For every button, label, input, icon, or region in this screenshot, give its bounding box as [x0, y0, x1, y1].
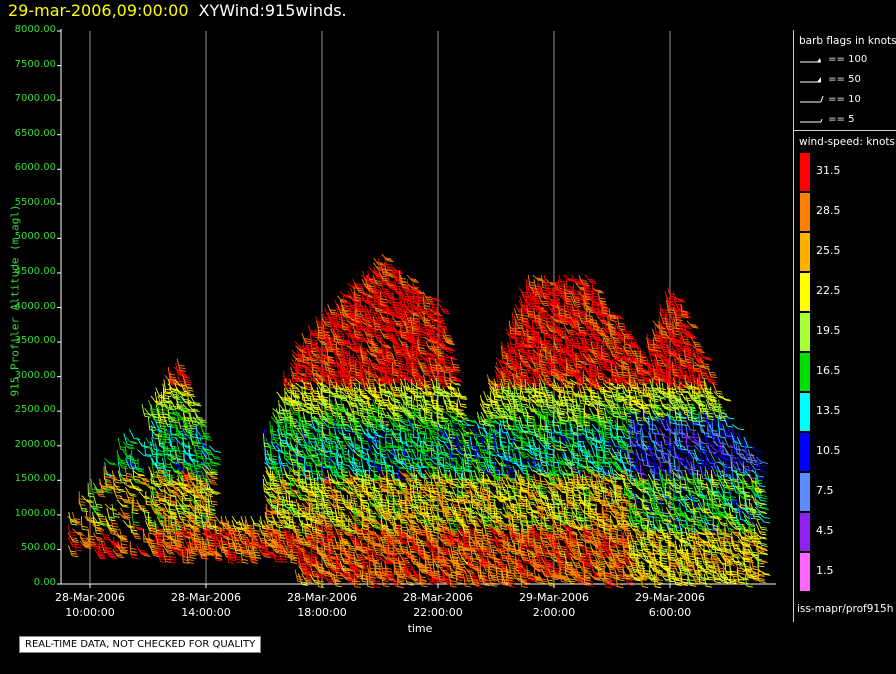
wind-barb: [69, 525, 76, 539]
wind-barb: [88, 529, 95, 543]
wind-barb: [133, 496, 140, 510]
wind-barb: [439, 304, 450, 314]
wind-barb: [75, 537, 81, 551]
wind-barb: [643, 433, 650, 447]
wind-barb: [465, 416, 477, 422]
wind-barb: [131, 450, 138, 464]
wind-barb: [668, 287, 677, 299]
wind-barb: [129, 429, 140, 439]
wind-barb: [693, 458, 700, 472]
wind-barb: [704, 574, 712, 588]
wind-barb: [521, 404, 530, 417]
wind-barb: [634, 462, 644, 473]
wind-barb: [640, 428, 647, 442]
wind-barb: [521, 458, 529, 472]
wind-barb: [509, 441, 520, 449]
wind-barb: [448, 445, 457, 458]
wind-barb: [253, 520, 260, 534]
wind-barb: [617, 449, 628, 458]
wind-barb: [659, 540, 666, 554]
wind-barb: [385, 458, 392, 472]
wind-barb: [367, 574, 374, 588]
wind-barb: [673, 292, 681, 305]
wind-barb: [132, 512, 140, 526]
wind-barb: [586, 275, 597, 284]
wind-barb: [382, 254, 394, 261]
wind-barb: [117, 500, 129, 508]
wind-barb: [642, 395, 650, 409]
wind-barb: [700, 354, 712, 361]
wind-barb: [637, 532, 649, 540]
wind-barb: [680, 412, 687, 426]
wind-barb: [105, 458, 117, 465]
wind-barb: [143, 508, 152, 521]
wind-barb: [245, 516, 254, 528]
wind-barb: [105, 504, 117, 511]
wind-barb: [429, 296, 441, 302]
wind-barb: [196, 425, 203, 439]
wind-barb: [363, 271, 372, 284]
wind-barb: [138, 450, 150, 457]
wind-barb: [449, 449, 458, 461]
wind-barb: [668, 466, 676, 479]
wind-barb: [424, 300, 436, 305]
wind-barb: [139, 491, 151, 499]
wind-barb: [337, 296, 349, 304]
wind-barb: [94, 496, 103, 508]
wind-barb: [399, 470, 411, 477]
